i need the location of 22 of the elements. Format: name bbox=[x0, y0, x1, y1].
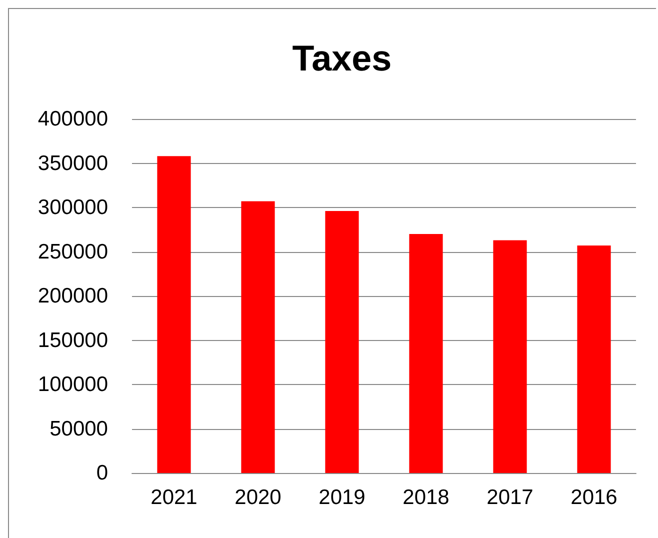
x-tick-label: 2021 bbox=[150, 486, 198, 509]
y-tick-label: 300000 bbox=[38, 196, 108, 219]
bar bbox=[325, 211, 359, 473]
bar bbox=[409, 234, 443, 473]
bar bbox=[157, 156, 191, 473]
bar bbox=[241, 201, 275, 473]
x-tick-label: 2016 bbox=[570, 486, 618, 509]
y-tick-label: 50000 bbox=[50, 417, 108, 440]
y-tick-label: 250000 bbox=[38, 240, 108, 264]
x-tick-label: 2018 bbox=[402, 486, 450, 509]
y-tick-label: 100000 bbox=[38, 373, 108, 396]
y-tick-label: 400000 bbox=[38, 108, 108, 130]
x-tick-label: 2020 bbox=[234, 486, 282, 509]
bar bbox=[577, 246, 611, 473]
y-tick-label: 200000 bbox=[38, 284, 108, 308]
chart-title: Taxes bbox=[292, 38, 392, 78]
y-tick-label: 350000 bbox=[38, 152, 108, 175]
y-tick-label: 150000 bbox=[38, 328, 108, 352]
x-tick-label: 2019 bbox=[318, 486, 366, 509]
bar bbox=[493, 240, 527, 473]
x-tick-label: 2017 bbox=[486, 486, 534, 509]
y-tick-label: 0 bbox=[96, 462, 108, 484]
